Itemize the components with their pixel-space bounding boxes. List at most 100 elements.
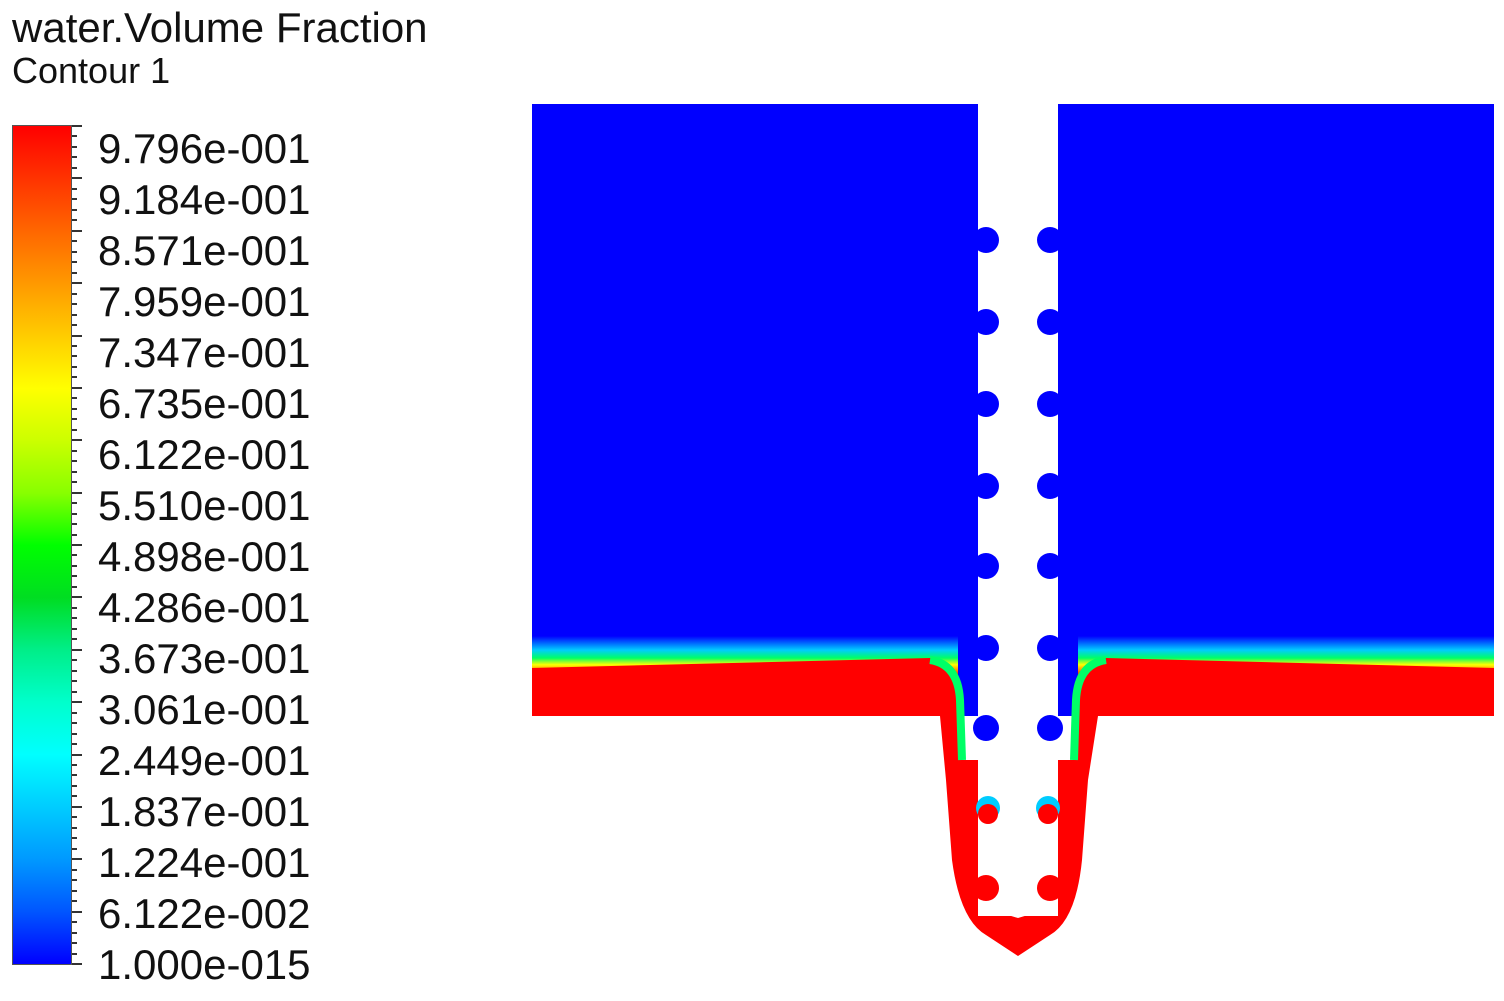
- color-bar-tick: [72, 722, 77, 725]
- color-bar-tick: [72, 963, 82, 965]
- color-bar-tick: [72, 355, 77, 358]
- color-bar-tick: [72, 732, 77, 735]
- color-bar-tick: [72, 470, 77, 473]
- color-bar-tick: [72, 847, 77, 850]
- color-bar-tick: [72, 449, 77, 452]
- color-bar-tick: [72, 533, 77, 536]
- color-bar-tick: [72, 910, 82, 913]
- color-bar-tick: [72, 659, 77, 662]
- color-bar-tick: [72, 376, 77, 379]
- color-bar-tick: [72, 177, 82, 180]
- color-bar-tick: [72, 680, 77, 683]
- color-bar-label: 1.224e-001: [98, 839, 311, 886]
- air-region-left: [532, 104, 978, 716]
- color-bar-tick: [72, 460, 77, 463]
- color-bar-tick: [72, 313, 77, 316]
- color-bar-tick: [72, 889, 77, 892]
- color-bar-tick: [72, 261, 77, 264]
- color-bar-tick: [72, 826, 77, 829]
- color-bar-tick: [72, 858, 82, 861]
- color-bar-tick: [72, 648, 82, 651]
- color-bar-tick: [72, 386, 82, 389]
- plume-interface-right: [1070, 656, 1107, 761]
- right-wall-bumps: [1037, 227, 1063, 741]
- color-bar-label: 8.571e-001: [98, 227, 311, 274]
- color-bar-tick: [72, 240, 77, 243]
- color-bar-label: 3.061e-001: [98, 686, 311, 733]
- color-bar-tick: [72, 795, 77, 798]
- color-bar-label: 6.735e-001: [98, 380, 311, 427]
- color-bar-tick: [72, 324, 77, 327]
- color-bar-tick: [72, 523, 77, 526]
- color-bar-tick: [72, 868, 77, 871]
- color-bar-tick: [72, 303, 77, 306]
- color-bar-tick: [72, 198, 77, 201]
- color-bar-tick: [72, 365, 77, 368]
- color-bar-tick: [72, 743, 77, 746]
- color-bar-tick: [72, 145, 77, 148]
- color-bar-tick: [72, 208, 77, 211]
- color-bar-tick: [72, 585, 77, 588]
- color-bar-tick: [72, 711, 77, 714]
- color-bar-label: 7.347e-001: [98, 329, 311, 376]
- color-bar-tick: [72, 617, 77, 620]
- color-bar-label: 5.510e-001: [98, 482, 311, 529]
- color-bar-tick: [72, 481, 77, 484]
- color-bar-tick: [72, 596, 82, 599]
- color-bar-tick: [72, 837, 77, 840]
- color-bar-tick: [72, 638, 77, 641]
- color-bar-tick: [72, 250, 77, 253]
- color-bar-tick: [72, 135, 77, 138]
- color-bar-tick: [72, 627, 77, 630]
- color-bar-tick: [72, 407, 77, 410]
- color-bar-label: 6.122e-001: [98, 431, 311, 478]
- color-bar-tick: [72, 784, 77, 787]
- color-bar-tick: [72, 942, 77, 945]
- color-bar: [12, 125, 72, 965]
- color-bar-tick: [72, 334, 82, 337]
- color-bar-tick: [72, 156, 77, 159]
- color-bar-tick: [72, 502, 77, 505]
- color-bar-tick: [72, 229, 82, 232]
- plume-interface-left: [929, 656, 966, 761]
- color-bar-tick: [72, 879, 77, 882]
- color-bar-label: 9.796e-001: [98, 125, 311, 172]
- color-bar-tick: [72, 166, 77, 169]
- air-region-right: [1058, 104, 1494, 716]
- color-bar-tick: [72, 271, 77, 274]
- color-bar-tick: [72, 219, 77, 222]
- color-bar-tick: [72, 439, 82, 442]
- variable-title: water.Volume Fraction: [12, 4, 428, 51]
- color-bar-label: 3.673e-001: [98, 635, 311, 682]
- color-bar-tick: [72, 921, 77, 924]
- color-bar-tick: [72, 753, 82, 756]
- lower-bumps: [973, 796, 1063, 901]
- color-bar-tick: [72, 931, 77, 934]
- color-bar-tick: [72, 187, 77, 190]
- color-bar-tick: [72, 428, 77, 431]
- color-bar-label: 7.959e-001: [98, 278, 311, 325]
- color-bar-tick: [72, 125, 82, 127]
- color-bar-tick: [72, 282, 82, 285]
- central-channel: [978, 104, 1058, 916]
- legend-title: water.Volume Fraction Contour 1: [12, 6, 428, 92]
- color-bar-label: 1.837e-001: [98, 788, 311, 835]
- color-bar-tick: [72, 564, 77, 567]
- contour-name: Contour 1: [12, 50, 171, 91]
- color-bar-tick: [72, 575, 77, 578]
- color-bar-tick: [72, 690, 77, 693]
- color-bar-label: 4.286e-001: [98, 584, 311, 631]
- color-bar-tick: [72, 805, 82, 808]
- color-bar-label: 2.449e-001: [98, 737, 311, 784]
- color-bar-tick: [72, 418, 77, 421]
- color-bar-tick: [72, 816, 77, 819]
- color-bar-tick: [72, 397, 77, 400]
- color-bar-tick: [72, 669, 77, 672]
- color-bar-tick: [72, 774, 77, 777]
- color-bar-ticks: [72, 125, 84, 965]
- color-bar-label: 1.000e-015: [98, 941, 311, 988]
- color-bar-tick: [72, 344, 77, 347]
- left-wall-bumps: [973, 227, 999, 741]
- color-bar-tick: [72, 544, 82, 546]
